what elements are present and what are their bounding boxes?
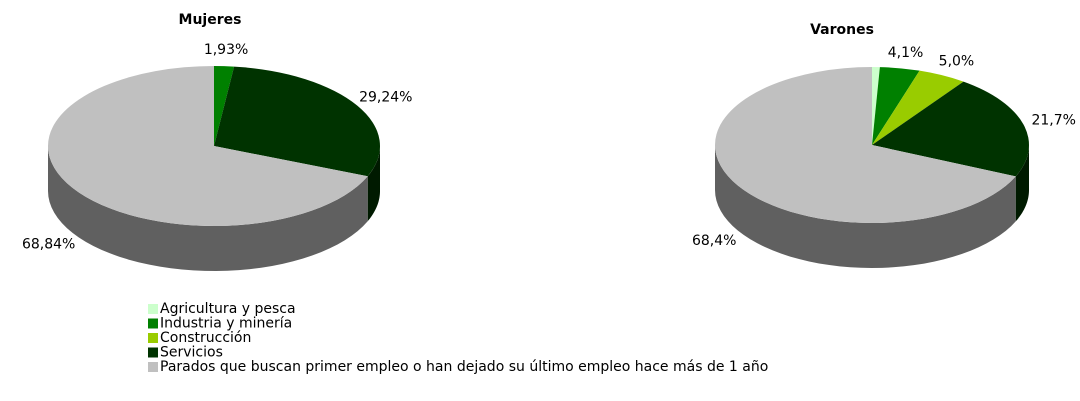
legend-swatch	[148, 304, 158, 314]
legend-label: Servicios	[160, 345, 223, 361]
legend-swatch	[148, 333, 158, 343]
slice	[214, 66, 381, 177]
data-label: 68,84%	[22, 237, 75, 253]
legend-label: Industria y minería	[160, 316, 292, 332]
slice-side	[367, 146, 380, 222]
pie-sides	[715, 145, 1029, 268]
slice	[872, 67, 880, 145]
slice	[214, 66, 235, 146]
chart-title: Mujeres	[179, 12, 242, 28]
pie-tops	[715, 67, 1030, 224]
legend-label: Parados que buscan primer empleo o han d…	[160, 359, 768, 375]
slice-side	[715, 145, 1016, 268]
slice	[872, 67, 920, 145]
slice	[872, 70, 964, 145]
pie-tops	[48, 66, 381, 226]
pie-sides	[48, 146, 380, 271]
slice	[48, 66, 368, 226]
slice-side	[48, 146, 368, 271]
legend-swatch	[148, 347, 158, 358]
data-label: 21,7%	[1031, 112, 1075, 128]
data-label: 5,0%	[939, 53, 975, 69]
legend-swatch	[148, 318, 158, 329]
data-label: 68,4%	[692, 233, 736, 249]
data-label: 1,93%	[204, 42, 248, 58]
slice	[872, 81, 1030, 177]
data-label: 29,24%	[359, 89, 412, 105]
slice-side	[1015, 145, 1029, 222]
legend-label: Construcción	[160, 330, 251, 346]
legend-swatch	[148, 362, 158, 372]
chart-title: Varones	[810, 22, 874, 38]
data-label: 4,1%	[888, 45, 924, 61]
legend-label: Agricultura y pesca	[160, 301, 296, 317]
slice	[715, 67, 1016, 224]
